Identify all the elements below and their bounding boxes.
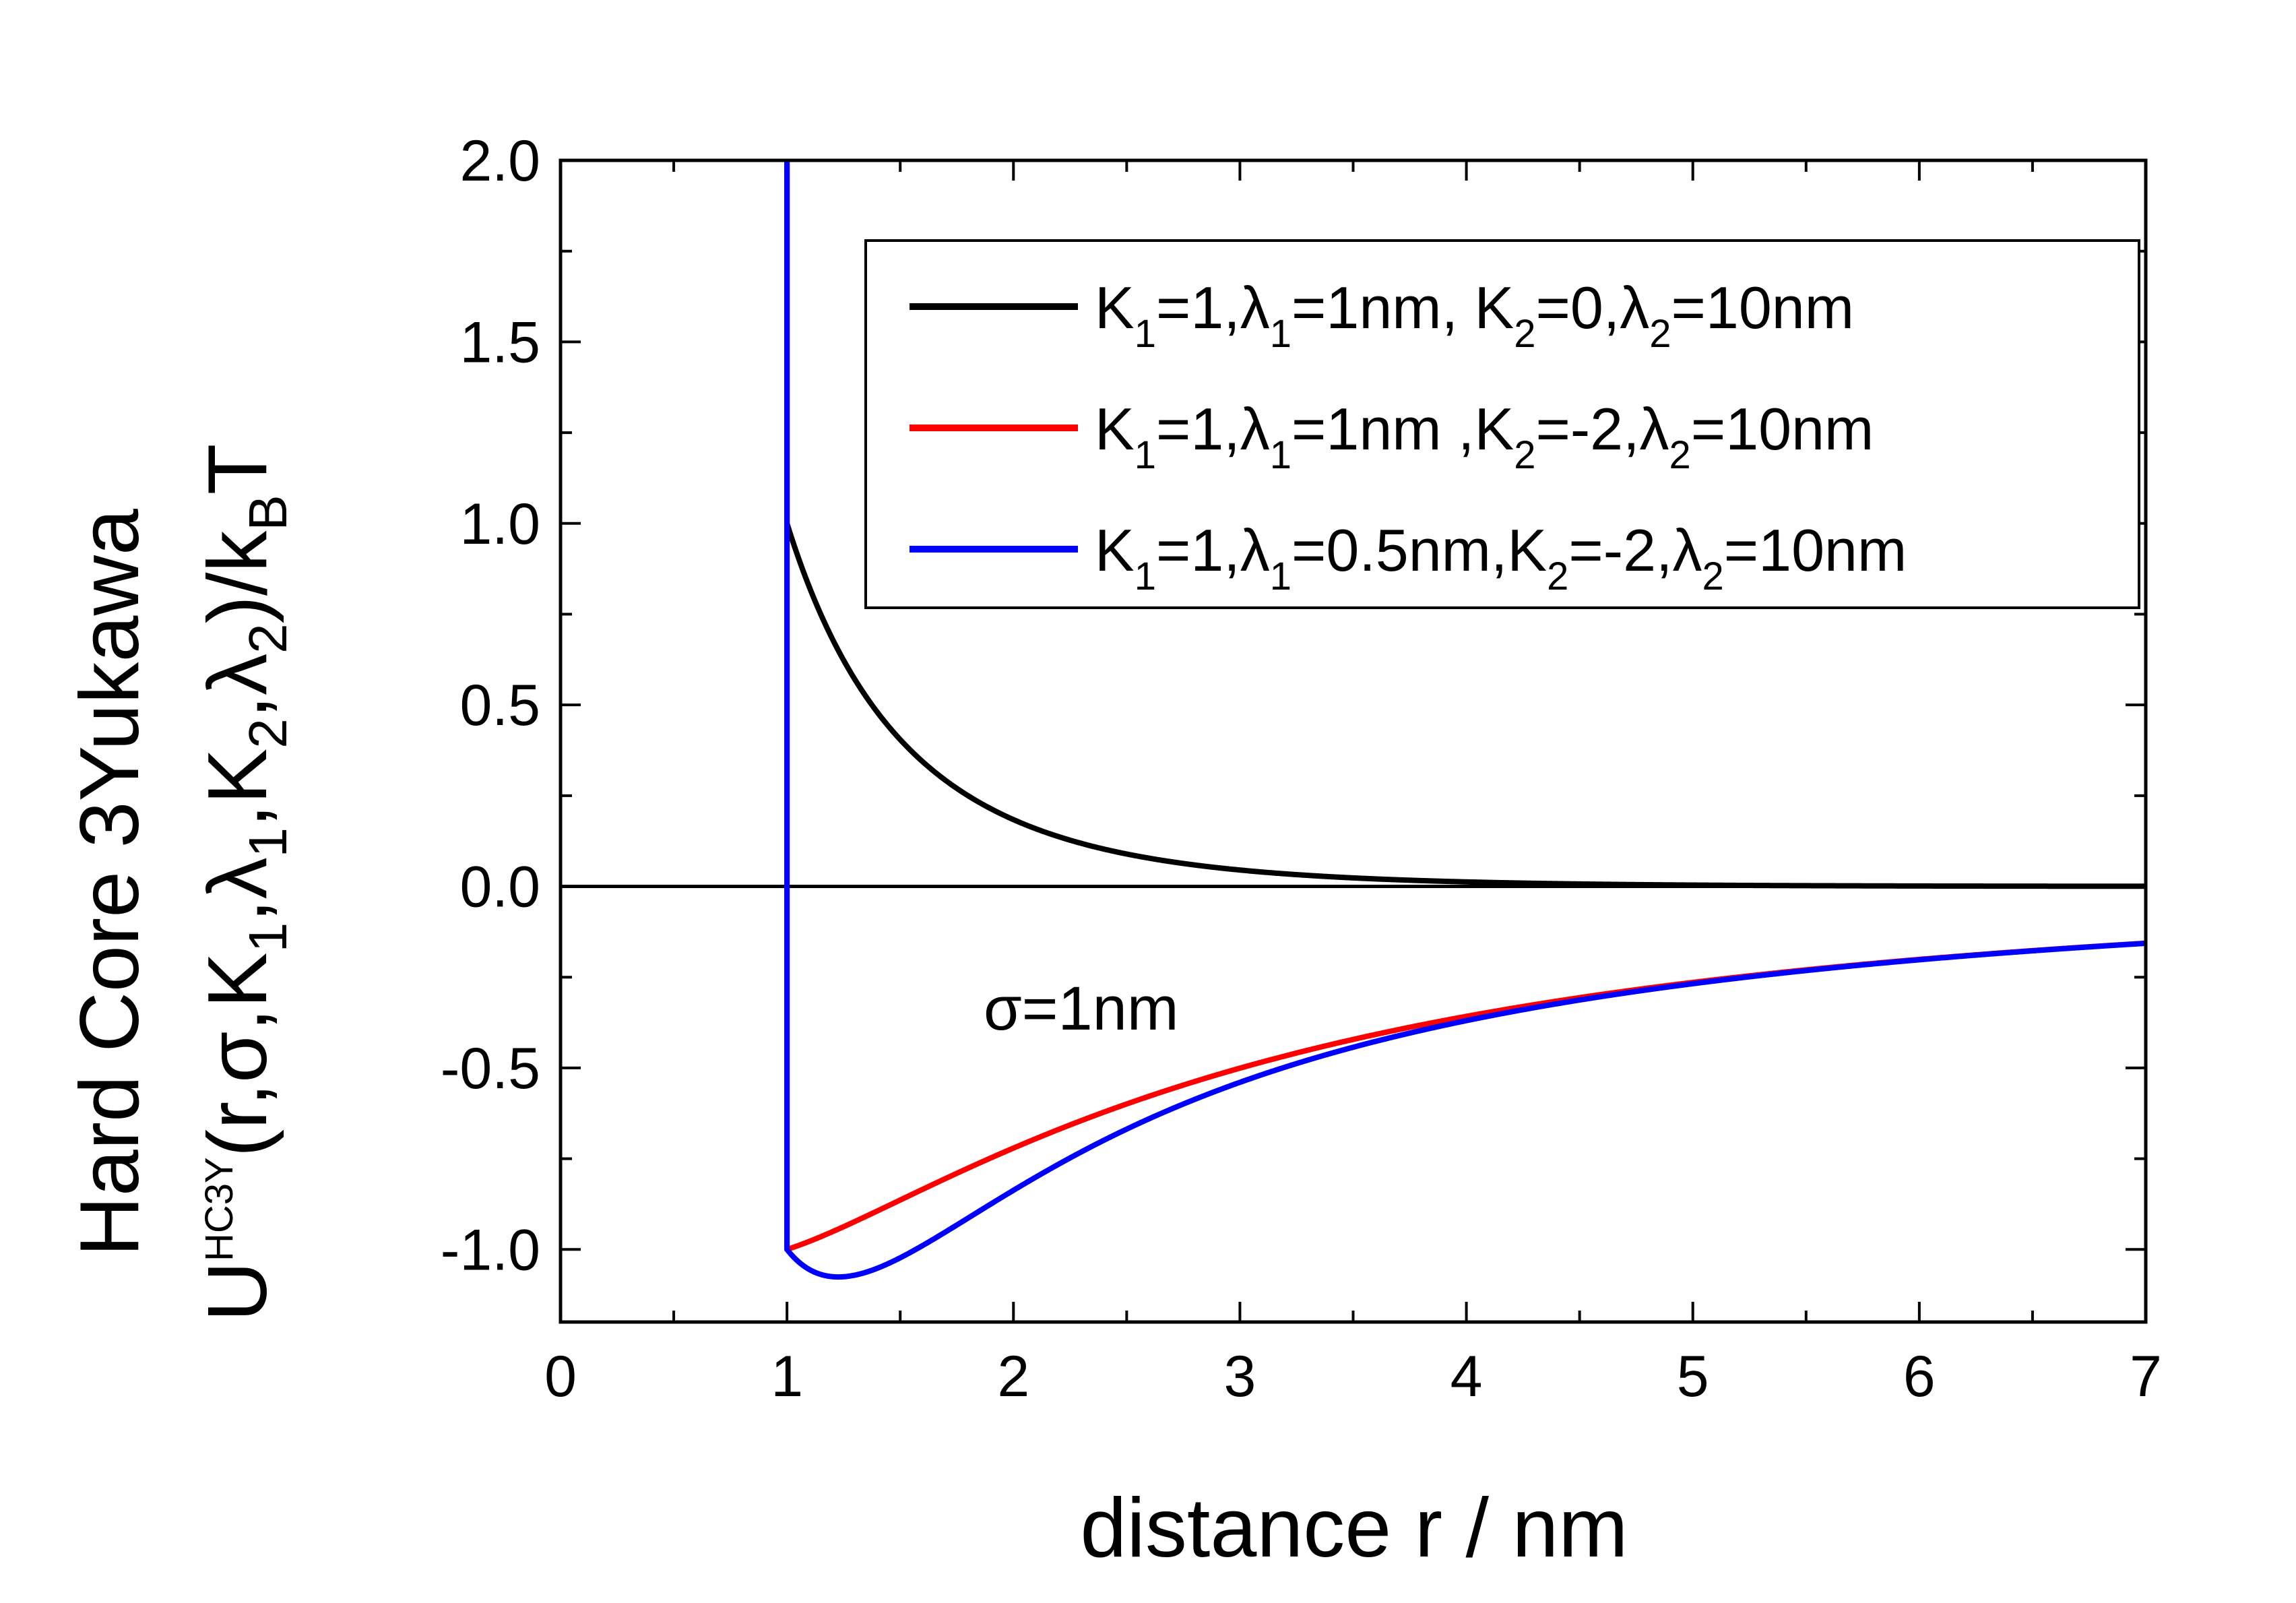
x-tick-label: 3 (1224, 1344, 1256, 1409)
y-axis-title-line1: Hard Core 3Yukawa (63, 509, 156, 1257)
axis-ticks (559, 159, 2147, 1322)
plot-frame (559, 158, 2148, 1324)
y-tick-label: 0.0 (459, 855, 540, 920)
series-line-3 (784, 160, 2146, 1280)
y-tick-label: -1.0 (441, 1218, 540, 1282)
x-tick-label: 6 (1903, 1344, 1936, 1409)
series-line-1 (784, 160, 2146, 889)
y-tick-label: 1.5 (459, 310, 540, 375)
x-tick-label: 1 (771, 1344, 803, 1409)
y-axis-title-line2: UHC3Y(r,σ,K1,λ1,K2,λ2)/kBT (191, 443, 298, 1321)
legend-entry-1: K1=1,λ1=1nm, K2=0,λ2=10nm (1095, 274, 1854, 356)
x-tick-label: 2 (997, 1344, 1029, 1409)
y-tick-label: 0.5 (459, 673, 540, 738)
x-tick-label: 0 (544, 1344, 577, 1409)
y-axis-title: Hard Core 3Yukawa UHC3Y(r,σ,K1,λ1,K2,λ2)… (63, 443, 298, 1321)
x-tick-label: 4 (1450, 1344, 1483, 1409)
y-tick-label: 1.0 (459, 492, 540, 557)
series-lines (784, 160, 2146, 1280)
legend: K1=1,λ1=1nm, K2=0,λ2=10nm K1=1,λ1=1nm ,K2… (864, 239, 2140, 609)
x-axis-title: distance r / nm (1080, 1482, 1628, 1575)
legend-entry-2: K1=1,λ1=1nm ,K2=-2,λ2=10nm (1095, 396, 1874, 477)
plot-area: 0 1 2 3 4 5 6 7 -1.0 -0.5 0.0 0.5 1.0 1.5 2.0 σ=1nm K1=1… (441, 129, 2162, 1409)
legend-entry-3: K1=1,λ1=0.5nm,K2=-2,λ2=10nm (1095, 517, 1907, 598)
y-tick-label: 2.0 (459, 129, 540, 193)
x-tick-label: 5 (1677, 1344, 1709, 1409)
sigma-annotation: σ=1nm (984, 974, 1178, 1043)
x-tick-label: 7 (2130, 1344, 2162, 1409)
y-tick-label: -0.5 (441, 1036, 540, 1101)
